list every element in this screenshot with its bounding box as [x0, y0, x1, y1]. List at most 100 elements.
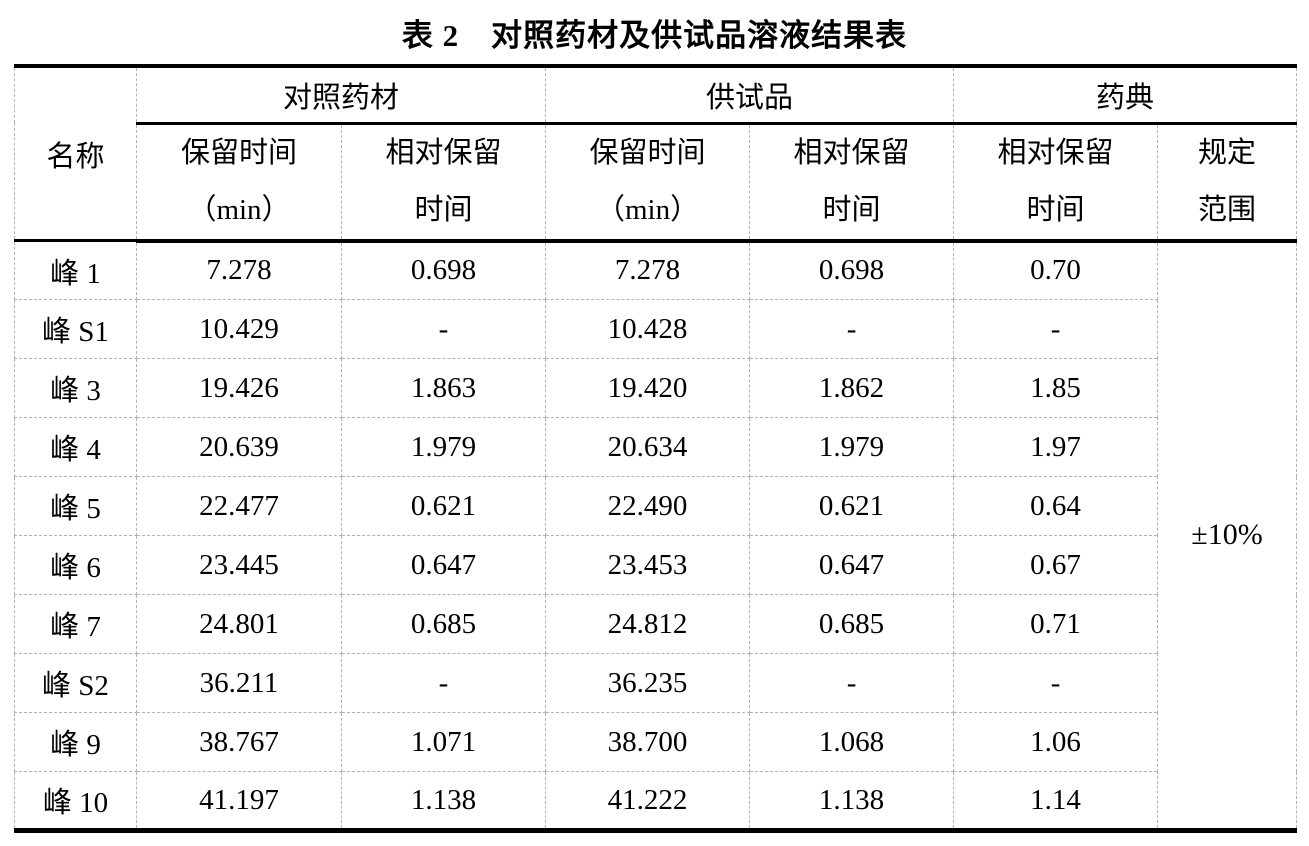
- table-row: 峰 S1 10.429 - 10.428 - -: [14, 299, 1297, 359]
- cell-test-rrt: 0.647: [749, 535, 955, 595]
- header-line: 保留时间: [589, 136, 706, 169]
- table-header: 名称 对照药材 供试品 药典 保留时间 （min） 相对保留 时间 保留时间 （…: [14, 64, 1298, 243]
- cell-test-rrt: -: [749, 299, 955, 359]
- header-line: 规定: [1198, 136, 1257, 169]
- table-row: 峰 10 41.197 1.138 41.222 1.138 1.14: [14, 771, 1297, 833]
- cell-peak-name: 峰 5: [14, 476, 137, 536]
- cell-peak-name: 峰 7: [14, 594, 137, 654]
- cell-test-rrt: 1.068: [749, 712, 955, 772]
- cell-pharmacopoeia-rrt: -: [953, 653, 1159, 713]
- header-line: 相对保留: [793, 136, 910, 169]
- cell-peak-name: 峰 S1: [14, 299, 137, 359]
- table-row: 峰 3 19.426 1.863 19.420 1.862 1.85: [14, 358, 1297, 418]
- cell-peak-name: 峰 4: [14, 417, 137, 477]
- cell-test-rt: 38.700: [545, 712, 751, 772]
- table-row: 峰 6 23.445 0.647 23.453 0.647 0.67: [14, 535, 1297, 595]
- cell-test-rrt: 0.685: [749, 594, 955, 654]
- table-row: 峰 S2 36.211 - 36.235 - -: [14, 653, 1297, 713]
- table-caption: 表 2 对照药材及供试品溶液结果表: [401, 17, 908, 53]
- cell-reference-rrt: 1.863: [340, 358, 547, 418]
- cell-reference-rrt: 1.138: [340, 771, 547, 833]
- cell-reference-rt: 38.767: [136, 712, 342, 772]
- cell-test-rrt: 0.621: [749, 476, 955, 536]
- cell-pharmacopoeia-rrt: 1.06: [953, 712, 1159, 772]
- header-reference-rt: 保留时间 （min）: [136, 122, 342, 243]
- range-value-cell: ±10%: [1157, 240, 1298, 833]
- table-row: 峰 4 20.639 1.979 20.634 1.979 1.97: [14, 417, 1297, 477]
- table-row: 峰 9 38.767 1.071 38.700 1.068 1.06: [14, 712, 1297, 772]
- cell-reference-rrt: -: [340, 653, 547, 713]
- header-line: 相对保留: [997, 136, 1114, 169]
- header-test-rrt: 相对保留 时间: [749, 122, 955, 243]
- cell-peak-name: 峰 S2: [14, 653, 137, 713]
- cell-reference-rrt: 0.621: [340, 476, 547, 536]
- cell-pharmacopoeia-rrt: 0.71: [953, 594, 1159, 654]
- cell-pharmacopoeia-rrt: 1.14: [953, 771, 1159, 833]
- header-test-rt: 保留时间 （min）: [545, 122, 751, 243]
- header-line: 保留时间: [180, 136, 297, 169]
- table-row: 峰 7 24.801 0.685 24.812 0.685 0.71: [14, 594, 1297, 654]
- cell-test-rt: 10.428: [545, 299, 751, 359]
- cell-reference-rrt: 0.647: [340, 535, 547, 595]
- cell-peak-name: 峰 6: [14, 535, 137, 595]
- cell-reference-rrt: 1.979: [340, 417, 547, 477]
- cell-pharmacopoeia-rrt: 0.67: [953, 535, 1159, 595]
- cell-peak-name: 峰 3: [14, 358, 137, 418]
- table-row: 峰 5 22.477 0.621 22.490 0.621 0.64: [14, 476, 1297, 536]
- cell-reference-rrt: 1.071: [340, 712, 547, 772]
- cell-reference-rt: 19.426: [136, 358, 342, 418]
- cell-reference-rrt: -: [340, 299, 547, 359]
- cell-test-rrt: 1.979: [749, 417, 955, 477]
- cell-pharmacopoeia-rrt: -: [953, 299, 1159, 359]
- cell-reference-rt: 36.211: [136, 653, 342, 713]
- header-line: 时间: [1026, 193, 1085, 226]
- header-line: 范围: [1198, 193, 1257, 226]
- cell-pharmacopoeia-rrt: 0.70: [953, 240, 1159, 300]
- header-range: 规定 范围: [1157, 122, 1298, 243]
- cell-test-rrt: 1.138: [749, 771, 955, 833]
- header-group-test: 供试品: [545, 64, 955, 125]
- cell-reference-rt: 23.445: [136, 535, 342, 595]
- cell-test-rt: 20.634: [545, 417, 751, 477]
- cell-reference-rt: 7.278: [136, 240, 342, 300]
- header-line: 相对保留: [385, 136, 502, 169]
- cell-reference-rt: 20.639: [136, 417, 342, 477]
- cell-test-rrt: 0.698: [749, 240, 955, 300]
- cell-pharmacopoeia-rrt: 0.64: [953, 476, 1159, 536]
- cell-reference-rt: 22.477: [136, 476, 342, 536]
- cell-test-rt: 24.812: [545, 594, 751, 654]
- cell-test-rrt: -: [749, 653, 955, 713]
- header-name: 名称: [14, 64, 137, 242]
- results-table: 名称 对照药材 供试品 药典 保留时间 （min） 相对保留 时间 保留时间 （…: [14, 64, 1298, 833]
- cell-reference-rrt: 0.685: [340, 594, 547, 654]
- cell-test-rrt: 1.862: [749, 358, 955, 418]
- cell-peak-name: 峰 10: [14, 771, 137, 833]
- cell-test-rt: 41.222: [545, 771, 751, 833]
- cell-peak-name: 峰 9: [14, 712, 137, 772]
- cell-pharmacopoeia-rrt: 1.97: [953, 417, 1159, 477]
- header-group-reference: 对照药材: [135, 64, 547, 125]
- cell-test-rt: 7.278: [545, 240, 751, 300]
- cell-test-rt: 22.490: [545, 476, 751, 536]
- cell-test-rt: 36.235: [545, 653, 751, 713]
- header-line: （min）: [595, 193, 700, 226]
- cell-test-rt: 23.453: [545, 535, 751, 595]
- header-line: 时间: [414, 193, 473, 226]
- cell-pharmacopoeia-rrt: 1.85: [953, 358, 1159, 418]
- header-line: （min）: [187, 193, 291, 226]
- header-group-pharmacopoeia: 药典: [953, 64, 1298, 125]
- cell-reference-rrt: 0.698: [340, 240, 547, 300]
- cell-peak-name: 峰 1: [14, 240, 137, 300]
- table-body: 峰 1 7.278 0.698 7.278 0.698 0.70 ±10% 峰 …: [14, 240, 1298, 833]
- cell-reference-rt: 41.197: [136, 771, 342, 833]
- header-sub-row: 保留时间 （min） 相对保留 时间 保留时间 （min） 相对保留 时间 相对…: [15, 122, 1298, 243]
- cell-reference-rt: 10.429: [136, 299, 342, 359]
- header-line: 时间: [822, 193, 881, 226]
- header-reference-rrt: 相对保留 时间: [340, 122, 547, 243]
- header-pharmacopoeia-rrt: 相对保留 时间: [953, 122, 1159, 243]
- cell-reference-rt: 24.801: [136, 594, 342, 654]
- table-row: 峰 1 7.278 0.698 7.278 0.698 0.70 ±10%: [14, 240, 1298, 833]
- cell-test-rt: 19.420: [545, 358, 751, 418]
- header-group-row: 名称 对照药材 供试品 药典: [14, 64, 1298, 242]
